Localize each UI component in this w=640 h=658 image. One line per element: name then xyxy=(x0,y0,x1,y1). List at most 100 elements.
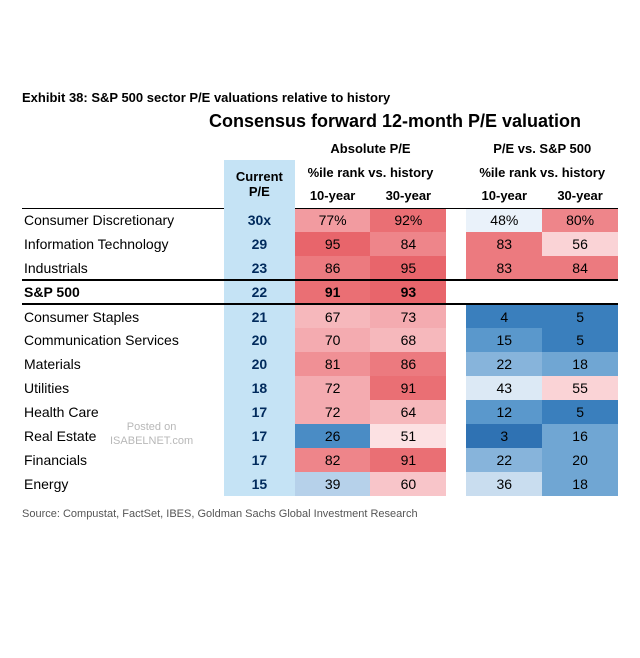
abs-10y-cell: 26 xyxy=(295,424,371,448)
rel-10y-cell: 4 xyxy=(466,304,542,328)
table-row: Utilities1872914355 xyxy=(22,376,618,400)
abs-10y-cell: 82 xyxy=(295,448,371,472)
table-row: Information Technology299584 8356 xyxy=(22,232,618,256)
exhibit-title: Exhibit 38: S&P 500 sector P/E valuation… xyxy=(22,90,618,105)
rel-30y-cell: 56 xyxy=(542,232,618,256)
blank-header xyxy=(224,136,295,160)
gap-cell xyxy=(446,208,466,232)
sector-name: Consumer Staples xyxy=(22,304,224,328)
rel-10y-cell: 83 xyxy=(466,232,542,256)
abs-10y-cell: 95 xyxy=(295,232,371,256)
sector-name: Energy xyxy=(22,472,224,496)
relative-group-header: P/E vs. S&P 500 xyxy=(466,136,618,160)
abs-30y-cell: 95 xyxy=(370,256,446,280)
gap-cell xyxy=(446,304,466,328)
rel-10y-cell: 3 xyxy=(466,424,542,448)
current-pe-value: 15 xyxy=(224,472,295,496)
rel-30y-cell: 5 xyxy=(542,304,618,328)
abs-10y-cell: 81 xyxy=(295,352,371,376)
abs-30y-cell: 93 xyxy=(370,280,446,304)
rel-30y-header: 30-year xyxy=(542,184,618,208)
abs-30y-cell: 84 xyxy=(370,232,446,256)
relative-subgroup: %ile rank vs. history xyxy=(466,160,618,184)
abs-10y-cell: 70 xyxy=(295,328,371,352)
rel-10y-cell: 43 xyxy=(466,376,542,400)
abs-30y-cell: 73 xyxy=(370,304,446,328)
rel-10y-cell: 22 xyxy=(466,352,542,376)
abs-10y-cell: 86 xyxy=(295,256,371,280)
rel-10y-header: 10-year xyxy=(466,184,542,208)
rel-10y-cell xyxy=(466,280,542,304)
gap-cell xyxy=(446,472,466,496)
rel-30y-cell: 5 xyxy=(542,328,618,352)
rel-10y-cell: 83 xyxy=(466,256,542,280)
abs-10y-cell: 77% xyxy=(295,208,371,232)
current-pe-value: 20 xyxy=(224,352,295,376)
rel-30y-cell: 84 xyxy=(542,256,618,280)
rel-10y-cell: 36 xyxy=(466,472,542,496)
current-pe-value: 17 xyxy=(224,424,295,448)
table-row: Health Care177264 125 xyxy=(22,400,618,424)
rel-10y-cell: 15 xyxy=(466,328,542,352)
gap-cell xyxy=(446,256,466,280)
abs-30y-cell: 91 xyxy=(370,376,446,400)
abs-30y-cell: 64 xyxy=(370,400,446,424)
gap-cell xyxy=(446,424,466,448)
current-pe-header: Current P/E xyxy=(224,160,295,208)
gap-cell xyxy=(446,328,466,352)
rel-10y-cell: 12 xyxy=(466,400,542,424)
sector-name: Real Estate xyxy=(22,424,224,448)
table-row: Real Estate172651316 xyxy=(22,424,618,448)
main-title: Consensus forward 12-month P/E valuation xyxy=(22,111,618,132)
gap-cell xyxy=(446,232,466,256)
rel-30y-cell xyxy=(542,280,618,304)
rel-30y-cell: 55 xyxy=(542,376,618,400)
rel-30y-cell: 18 xyxy=(542,352,618,376)
sector-name: Materials xyxy=(22,352,224,376)
current-pe-value: 21 xyxy=(224,304,295,328)
absolute-group-header: Absolute P/E xyxy=(295,136,447,160)
rel-30y-cell: 5 xyxy=(542,400,618,424)
sector-name: Health Care xyxy=(22,400,224,424)
table-row: Financials178291 2220 xyxy=(22,448,618,472)
rel-30y-cell: 18 xyxy=(542,472,618,496)
valuation-table: Absolute P/E P/E vs. S&P 500 Current P/E… xyxy=(22,136,618,496)
current-pe-value: 30x xyxy=(224,208,295,232)
abs-30y-cell: 68 xyxy=(370,328,446,352)
gap-cell xyxy=(446,376,466,400)
rel-30y-cell: 80% xyxy=(542,208,618,232)
table-row: Industrials238695 8384 xyxy=(22,256,618,280)
abs-10y-header: 10-year xyxy=(295,184,371,208)
sector-name: Financials xyxy=(22,448,224,472)
gap-cell xyxy=(446,448,466,472)
sector-name: Information Technology xyxy=(22,232,224,256)
sector-name: Industrials xyxy=(22,256,224,280)
rel-10y-cell: 22 xyxy=(466,448,542,472)
gap-cell xyxy=(446,352,466,376)
current-pe-value: 17 xyxy=(224,448,295,472)
gap-cell xyxy=(446,280,466,304)
table-row: S&P 500229193 xyxy=(22,280,618,304)
blank-header xyxy=(22,136,224,160)
abs-30y-cell: 91 xyxy=(370,448,446,472)
table-row: Consumer Staples216773 45 xyxy=(22,304,618,328)
current-pe-value: 23 xyxy=(224,256,295,280)
table-row: Materials208186 2218 xyxy=(22,352,618,376)
abs-30y-header: 30-year xyxy=(370,184,446,208)
rel-10y-cell: 48% xyxy=(466,208,542,232)
gap-cell xyxy=(446,400,466,424)
current-pe-value: 18 xyxy=(224,376,295,400)
rel-30y-cell: 20 xyxy=(542,448,618,472)
current-pe-value: 29 xyxy=(224,232,295,256)
source-text: Source: Compustat, FactSet, IBES, Goldma… xyxy=(22,508,618,520)
abs-10y-cell: 67 xyxy=(295,304,371,328)
abs-10y-cell: 91 xyxy=(295,280,371,304)
rel-30y-cell: 16 xyxy=(542,424,618,448)
abs-30y-cell: 86 xyxy=(370,352,446,376)
table-row: Communication Services207068155 xyxy=(22,328,618,352)
current-pe-value: 22 xyxy=(224,280,295,304)
abs-30y-cell: 92% xyxy=(370,208,446,232)
current-pe-value: 17 xyxy=(224,400,295,424)
abs-10y-cell: 72 xyxy=(295,400,371,424)
abs-10y-cell: 72 xyxy=(295,376,371,400)
